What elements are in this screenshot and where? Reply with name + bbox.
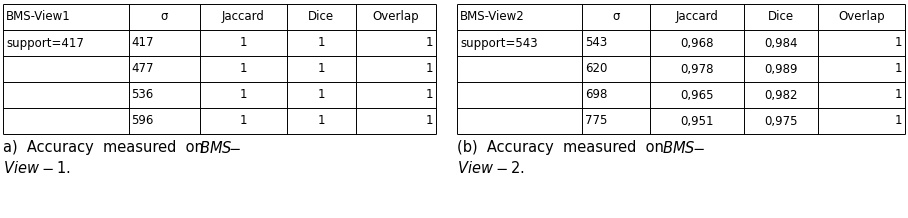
- Text: $BMS$: $BMS$: [662, 140, 696, 156]
- Text: σ: σ: [612, 10, 620, 24]
- Text: 0,982: 0,982: [764, 89, 797, 102]
- Text: 0,978: 0,978: [680, 63, 714, 75]
- Text: $View$: $View$: [457, 160, 494, 176]
- Text: 477: 477: [132, 63, 154, 75]
- Text: 1: 1: [240, 89, 247, 102]
- Text: 775: 775: [586, 114, 607, 128]
- Text: 0,965: 0,965: [680, 89, 714, 102]
- Text: 0,989: 0,989: [764, 63, 797, 75]
- Text: 620: 620: [586, 63, 607, 75]
- Text: 0,975: 0,975: [764, 114, 797, 128]
- Text: 1: 1: [240, 114, 247, 128]
- Text: 698: 698: [586, 89, 607, 102]
- Text: 1: 1: [894, 63, 902, 75]
- Text: 543: 543: [586, 36, 607, 49]
- Text: $-$: $-$: [692, 140, 705, 155]
- Text: 1: 1: [240, 36, 247, 49]
- Bar: [3, 4, 436, 134]
- Text: $-$: $-$: [41, 160, 54, 175]
- Text: 1: 1: [426, 36, 433, 49]
- Text: $View$: $View$: [3, 160, 40, 176]
- Text: support=417: support=417: [6, 36, 84, 49]
- Text: Overlap: Overlap: [372, 10, 419, 24]
- Text: a)  Accuracy  measured  on: a) Accuracy measured on: [3, 140, 213, 155]
- Text: 0,951: 0,951: [680, 114, 714, 128]
- Text: 0,968: 0,968: [680, 36, 714, 49]
- Text: Jaccard: Jaccard: [676, 10, 718, 24]
- Text: Dice: Dice: [767, 10, 794, 24]
- Text: $-$: $-$: [228, 140, 241, 155]
- Text: 1: 1: [318, 36, 325, 49]
- Text: 1: 1: [426, 63, 433, 75]
- Text: (b)  Accuracy  measured  on: (b) Accuracy measured on: [457, 140, 673, 155]
- Text: 596: 596: [132, 114, 154, 128]
- Text: BMS-View2: BMS-View2: [460, 10, 525, 24]
- Text: 417: 417: [132, 36, 154, 49]
- Text: support=543: support=543: [460, 36, 538, 49]
- Text: 1: 1: [894, 89, 902, 102]
- Text: 1: 1: [318, 89, 325, 102]
- Text: Dice: Dice: [308, 10, 334, 24]
- Bar: [457, 4, 905, 134]
- Text: 1: 1: [240, 63, 247, 75]
- Text: Overlap: Overlap: [838, 10, 884, 24]
- Text: 1: 1: [318, 63, 325, 75]
- Text: 1: 1: [894, 114, 902, 128]
- Text: σ: σ: [161, 10, 168, 24]
- Text: $-$: $-$: [495, 160, 508, 175]
- Text: $BMS$: $BMS$: [199, 140, 232, 156]
- Text: Jaccard: Jaccard: [222, 10, 265, 24]
- Text: 1: 1: [426, 114, 433, 128]
- Text: $2.$: $2.$: [510, 160, 525, 176]
- Text: 1: 1: [318, 114, 325, 128]
- Text: $1.$: $1.$: [56, 160, 71, 176]
- Text: 1: 1: [894, 36, 902, 49]
- Text: 536: 536: [132, 89, 153, 102]
- Text: 1: 1: [426, 89, 433, 102]
- Text: 0,984: 0,984: [764, 36, 797, 49]
- Text: BMS-View1: BMS-View1: [6, 10, 71, 24]
